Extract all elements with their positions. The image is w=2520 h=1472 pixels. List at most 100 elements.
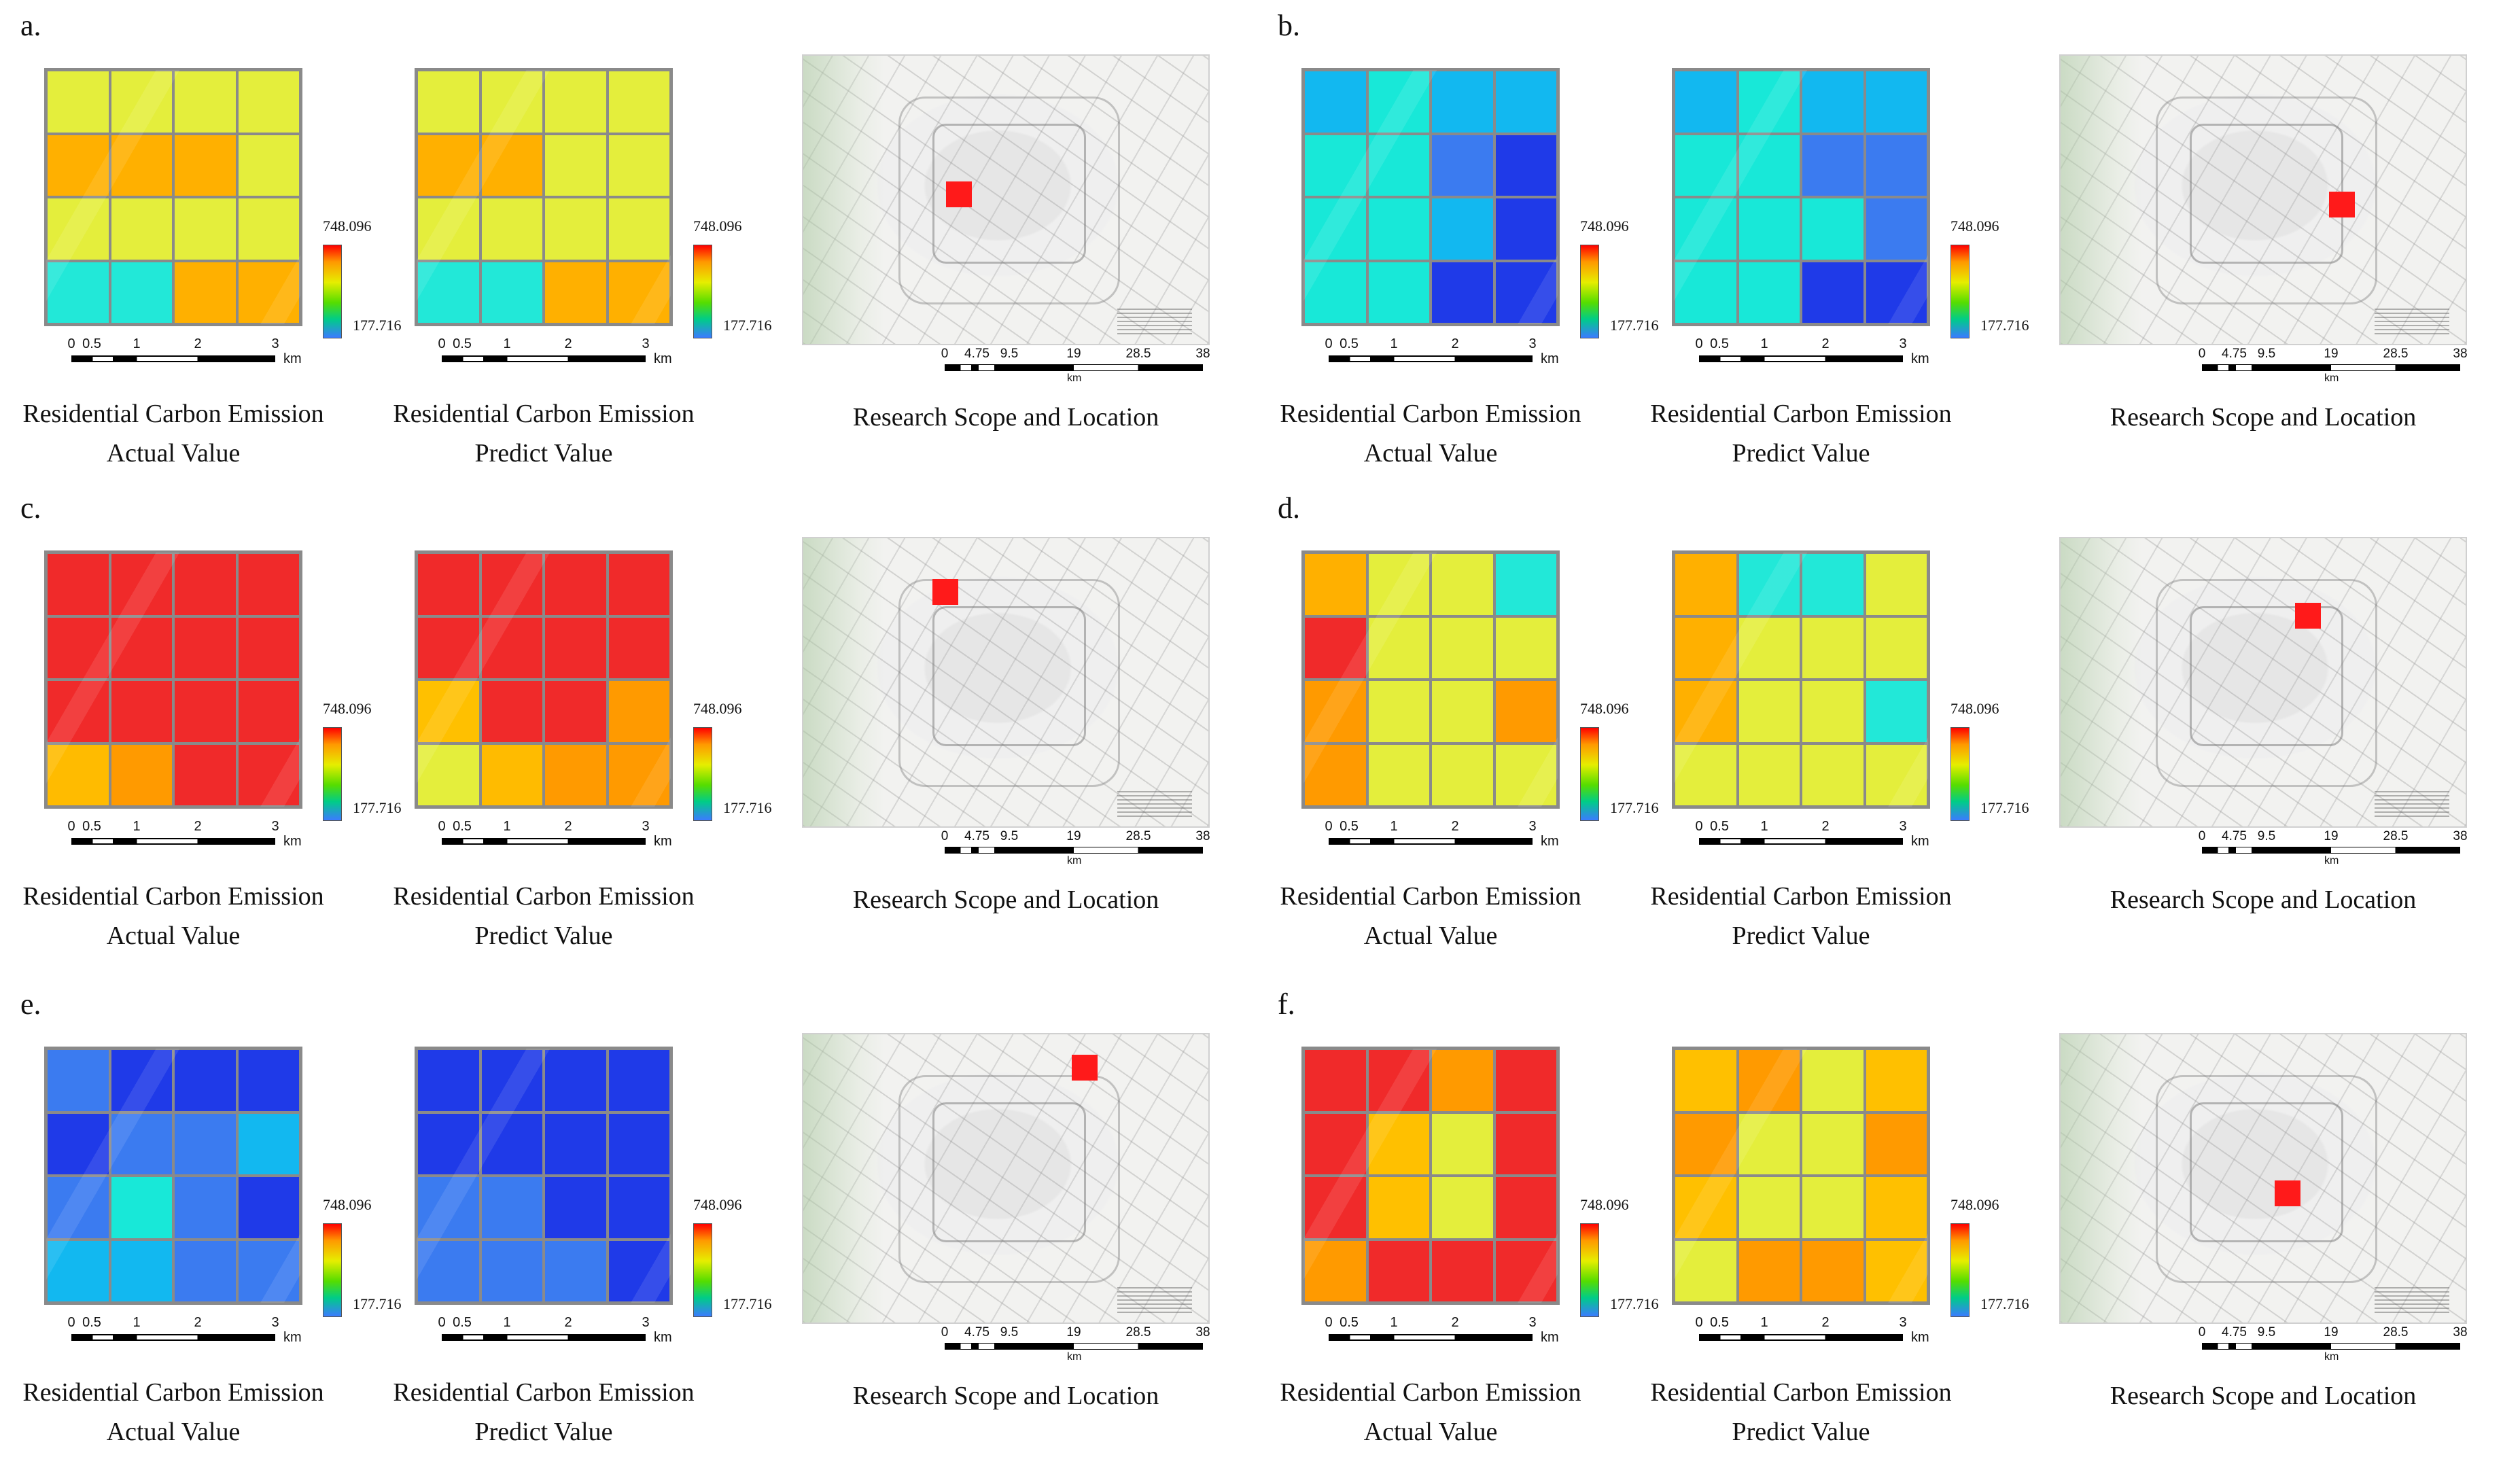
actual-caption: Residential Carbon Emission Actual Value [0,394,347,473]
map-scale-line [945,364,1203,371]
scale-tick-label: 3 [271,819,279,834]
map-ring-road [898,579,1120,787]
scale-tick-label: 0 [1695,819,1703,834]
predict-caption: Residential Carbon Emission Predict Value [370,394,717,473]
panel-label: f. [1278,987,1295,1021]
map-scale-unit: km [1067,855,1082,866]
colorbar-min: 177.716 [353,799,402,816]
heatmap-cell [1303,133,1367,197]
scale-tick-label: 0.5 [82,1315,101,1330]
predict-heatmap [415,68,673,326]
scale-ticks: 0 0.5 1 2 3 [438,336,649,353]
colorbar-min: 177.716 [1610,799,1659,816]
scale-tick-label: 0.5 [1340,1315,1359,1330]
heatmap-cell [109,1239,173,1303]
scale-line [1699,355,1903,362]
scale-tick-label: 2 [194,1315,202,1330]
heatmap-cell [417,1176,480,1240]
distance-scalebar: 0 0.5 1 2 3 km [1695,1315,1944,1356]
heatmap-cell [417,1239,480,1303]
map-scale-tick-label: 28.5 [2383,829,2409,843]
heatmap-cell [480,680,544,743]
heatmap-cell [1303,1112,1367,1176]
heatmap-cell [1674,1112,1738,1176]
heatmap-cell [1431,133,1494,197]
scale-tick-label: 1 [503,336,511,351]
heatmap-cell [480,260,544,324]
heatmap-cell [480,743,544,807]
scale-tick-label: 3 [1528,819,1537,834]
colorbar-gradient [1950,1223,1970,1317]
map-scalebar: 0 4.75 9.5 19 28.5 38 km [941,347,1230,391]
heatmap-cell [607,1176,671,1240]
heatmap-cell [1303,70,1367,134]
heatmap-cell [607,1239,671,1303]
heatmap-cell [1801,260,1865,324]
heatmap-cell [417,70,480,134]
heatmap-cell [1431,1176,1494,1240]
heatmap-cell [1431,260,1494,324]
colorbar-legend: 748.096 177.716 [323,700,547,822]
map-scalebar: 0 4.75 9.5 19 28.5 38 km [941,1325,1230,1370]
map-ring-road [932,606,1086,746]
distance-scalebar: 0 0.5 1 2 3 km [438,1315,686,1356]
scale-tick-label: 0.5 [1710,336,1729,351]
actual-heatmap [44,68,302,326]
location-map [2059,537,2467,828]
actual-heatmap [44,1047,302,1305]
map-credits [1117,791,1192,818]
scale-tick-label: 2 [194,336,202,351]
heatmap-cell [544,1049,608,1112]
heatmap-cell [544,197,608,261]
heatmap-cell [1367,197,1431,261]
map-scale-tick-label: 19 [2324,829,2339,843]
map-scalebar: 0 4.75 9.5 19 28.5 38 km [2199,1325,2487,1370]
caption-line: Predict Value [474,439,613,468]
heatmap-cell [607,70,671,134]
scale-tick-label: 2 [1821,336,1830,351]
scale-ticks: 0 0.5 1 2 3 [67,336,279,353]
map-scale-line [2202,1343,2460,1350]
scale-tick-label: 2 [1451,336,1459,351]
scale-ticks: 0 0.5 1 2 3 [67,819,279,835]
distance-scalebar: 0 0.5 1 2 3 km [1695,819,1944,860]
colorbar-max: 748.096 [1950,217,1999,234]
map-scale-tick-label: 19 [1066,347,1081,361]
heatmap-cell [237,1239,300,1303]
map-ring-road [2156,579,2377,787]
heatmap-cell [1864,260,1928,324]
colorbar-min: 177.716 [723,317,772,334]
distance-scalebar: 0 0.5 1 2 3 km [1325,1315,1573,1356]
heatmap-cell [237,133,300,197]
heatmap-cell [1801,680,1865,743]
map-scale-tick-label: 28.5 [1125,1325,1151,1339]
scale-unit: km [283,834,302,849]
map-scale-tick-label: 19 [2324,1325,2339,1339]
scale-tick-label: 1 [1390,336,1398,351]
scale-tick-label: 0 [1325,819,1333,834]
map-scale-tick-label: 19 [1066,1325,1081,1339]
map-scale-tick-label: 9.5 [1000,1325,1019,1339]
heatmap-cell [1864,133,1928,197]
heatmap-cell [46,1112,110,1176]
study-area-marker [2275,1180,2300,1206]
map-credits [1117,309,1192,336]
location-map [2059,54,2467,345]
study-area-marker [932,579,958,605]
heatmap-cell [46,743,110,807]
heatmap-cell [1801,743,1865,807]
map-ring-road [898,1075,1120,1283]
heatmap-cell [1674,70,1738,134]
colorbar-gradient [323,1223,342,1317]
panel-e: e. 748.096 177.716 0 0.5 1 2 3 km Residential Car… [0,979,1257,1461]
heatmap-cell [173,553,237,616]
study-area-marker [2329,192,2355,217]
heatmap-cell [237,616,300,680]
scale-line [1329,355,1533,362]
heatmap-cell [1801,133,1865,197]
scale-tick-label: 3 [1899,819,1907,834]
map-scale-tick-label: 38 [1195,829,1210,843]
colorbar-gradient [693,1223,712,1317]
distance-scalebar: 0 0.5 1 2 3 km [67,819,316,860]
heatmap-cell [1674,680,1738,743]
